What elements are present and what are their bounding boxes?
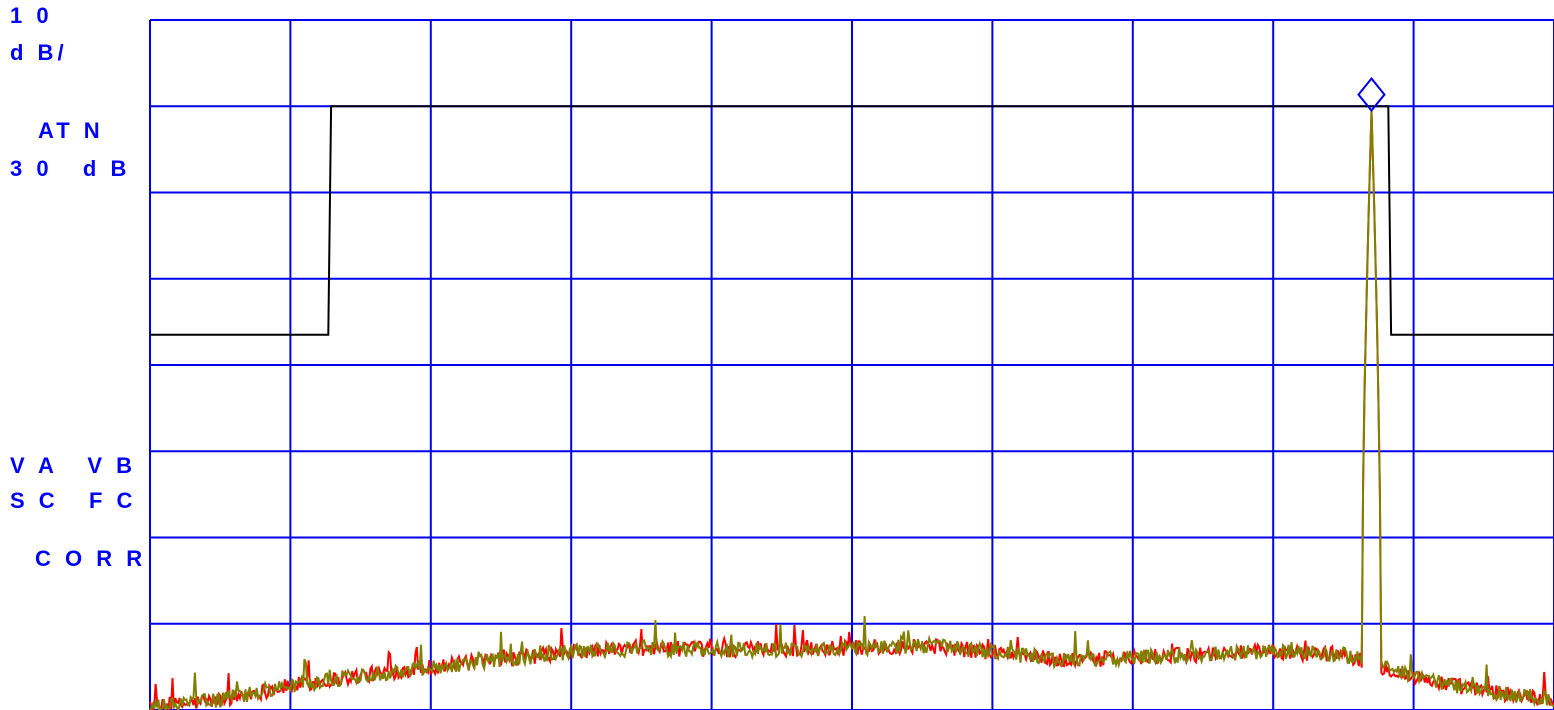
annotation-panel: 1 0 d B/ AT N 3 0 d B V A V B S C F C C … [0,0,150,710]
limit-line [150,105,1554,336]
limit-line-group [150,105,1554,336]
marker-diamond-icon [1357,76,1386,113]
trace-group [149,110,1554,710]
trace-b [149,110,1554,710]
attenuation-value: 3 0 d B [10,156,131,181]
graticule [149,19,1554,710]
correction-label: C O R R [35,546,147,571]
scale-unit-label: d B/ [10,40,68,65]
attenuation-label: AT N [38,118,104,143]
video-average-label: V A V B [10,453,137,478]
scale-value-label: 1 0 [10,3,53,28]
marker-group [1357,76,1386,113]
sweep-coupling-label: S C F C [10,488,137,513]
